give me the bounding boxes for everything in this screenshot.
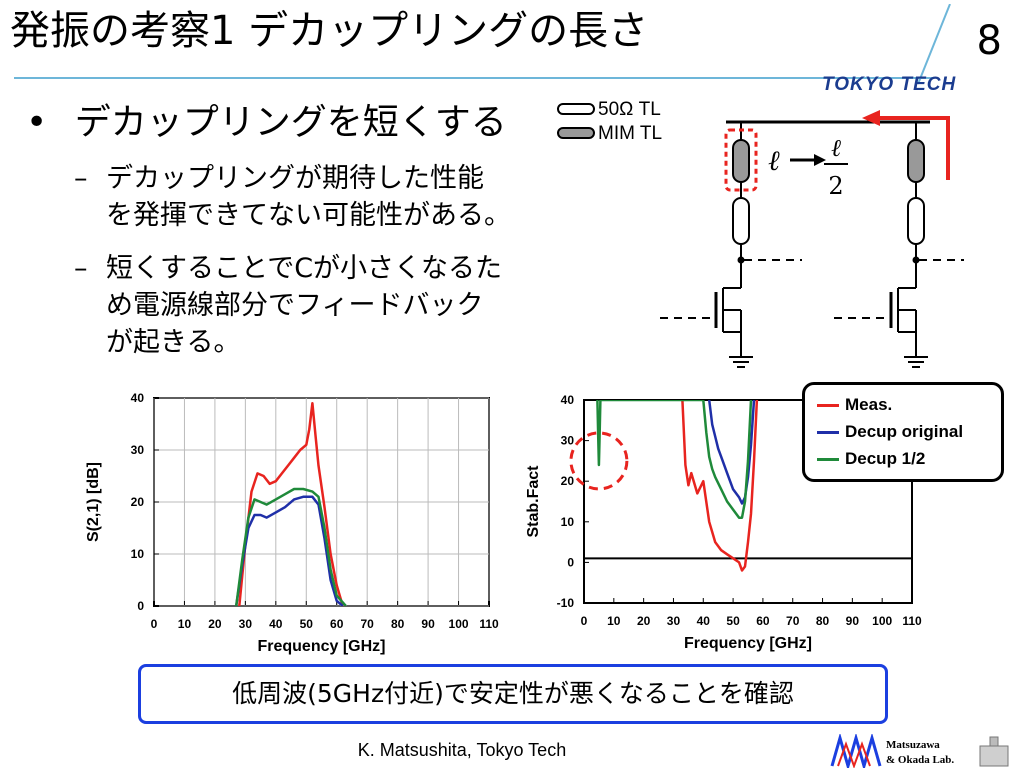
- mim-tl-left: [732, 139, 750, 183]
- feedback-path: [880, 116, 950, 180]
- legend-item-half: Decup 1/2: [817, 447, 925, 471]
- x-tick-label: 60: [756, 614, 770, 628]
- x-tick-label: 110: [902, 614, 922, 628]
- sub-bullet-2: – 短くすることでCが小さくなるた め電源線部分でフィードバック が起きる。: [74, 250, 502, 361]
- y-tick-label: 30: [131, 443, 145, 457]
- fraction-denominator: 2: [828, 172, 843, 200]
- series-line-decup-1-2: [596, 400, 753, 519]
- s21-chart: 0 10 20 30 40 50 60 70 80 90 100 110 0 10 20 30 40 Freque…: [85, 391, 499, 655]
- bullet-marker: •: [26, 102, 48, 143]
- tl-legend-label: 50Ω TL: [598, 99, 661, 120]
- slide-title: 発振の考察1 デカップリングの長さ: [10, 8, 649, 54]
- x-tick-label: 70: [786, 614, 800, 628]
- mim-legend-icon: [557, 127, 595, 139]
- x-tick-label: 80: [391, 617, 405, 631]
- dash-marker: –: [74, 163, 88, 194]
- x-tick-label: 90: [421, 617, 435, 631]
- x-tick-label: 70: [361, 617, 375, 631]
- x-axis-label: Frequency [GHz]: [684, 635, 812, 652]
- legend-item-meas: Meas.: [817, 393, 892, 417]
- x-tick-label: 90: [846, 614, 860, 628]
- legend-item-original: Decup original: [817, 420, 963, 444]
- y-tick-label: 20: [131, 495, 145, 509]
- legend-swatch: [817, 458, 839, 462]
- page-number: 8: [976, 18, 1002, 64]
- x-tick-label: 20: [637, 614, 651, 628]
- y-tick-label: 20: [561, 474, 575, 488]
- series-line-decup-1-2: [234, 487, 347, 606]
- footer-credit: K. Matsushita, Tokyo Tech: [357, 740, 567, 760]
- y-tick-label: 0: [137, 599, 144, 613]
- legend-label: Decup 1/2: [845, 449, 926, 468]
- x-tick-label: 30: [239, 617, 253, 631]
- sub-bullet-2-text: 短くすることでCが小さくなるた め電源線部分でフィードバック が起きる。: [106, 253, 503, 358]
- mim-tl-right: [907, 139, 925, 183]
- bullet-main: • デカップリングを短くする: [26, 93, 507, 145]
- feedback-arrow-icon: [862, 110, 880, 126]
- lab-logo-line1: Matsuzawa: [886, 739, 940, 751]
- y-tick-label: 30: [561, 434, 575, 448]
- x-tick-label: 100: [449, 617, 469, 631]
- x-tick-label: 10: [607, 614, 621, 628]
- series-group: [234, 401, 347, 606]
- lab-logo-line2: & Okada Lab.: [886, 754, 954, 766]
- lab-logo-mark-icon: [830, 734, 882, 768]
- arrow-right-icon: [814, 154, 826, 166]
- mim-legend-label: MIM TL: [598, 123, 662, 144]
- y-tick-label: 40: [561, 393, 575, 407]
- legend-swatch: [817, 404, 839, 408]
- circuit-diagram: 50Ω TL MIM TL ℓ ℓ 2: [557, 99, 964, 368]
- sub-bullet-1: – デカップリングが期待した性能 を発揮できてない可能性がある。: [74, 160, 511, 234]
- dash-marker: –: [74, 253, 88, 284]
- x-tick-label: 10: [178, 617, 192, 631]
- series-line-meas-: [238, 401, 344, 606]
- y-tick-label: -10: [557, 596, 575, 610]
- fraction-numerator: ℓ: [831, 134, 841, 162]
- bullet-main-text: デカップリングを短くする: [74, 102, 507, 143]
- lab-logo: Matsuzawa & Okada Lab.: [830, 734, 1009, 768]
- x-tick-label: 40: [269, 617, 283, 631]
- legend-swatch: [817, 431, 839, 435]
- x-tick-label: 100: [872, 614, 892, 628]
- y-tick-label: 10: [131, 547, 145, 561]
- tl-right: [907, 197, 925, 245]
- tl-left: [732, 197, 750, 245]
- y-axis-label: S(2,1) [dB]: [85, 462, 102, 542]
- x-tick-label: 0: [581, 614, 588, 628]
- conclusion-box: 低周波(5GHz付近)で安定性が悪くなることを確認: [138, 664, 888, 724]
- x-tick-label: 80: [816, 614, 830, 628]
- title-rule: [14, 77, 934, 79]
- building-icon: [979, 745, 1009, 767]
- legend-label: Decup original: [845, 422, 964, 441]
- y-axis-label: Stab.Fact: [525, 465, 542, 538]
- x-tick-label: 20: [208, 617, 222, 631]
- chart-legend: Meas. Decup original Decup 1/2: [802, 382, 1004, 482]
- x-tick-label: 110: [479, 617, 499, 631]
- x-tick-label: 50: [300, 617, 314, 631]
- x-tick-label: 40: [697, 614, 711, 628]
- logo-slash-icon: [917, 4, 951, 85]
- x-tick-label: 60: [330, 617, 344, 631]
- length-symbol: ℓ: [768, 144, 780, 177]
- tokyo-tech-logo: TOKYO TECH: [822, 74, 957, 95]
- tl-legend-icon: [557, 103, 595, 115]
- x-tick-label: 50: [726, 614, 740, 628]
- x-axis-label: Frequency [GHz]: [257, 638, 385, 655]
- series-line-meas-: [681, 400, 759, 572]
- sub-bullet-1-text: デカップリングが期待した性能 を発揮できてない可能性がある。: [106, 163, 511, 231]
- y-tick-label: 40: [131, 391, 145, 405]
- y-tick-label: 10: [561, 515, 575, 529]
- series-group: [596, 400, 759, 572]
- series-line-decup-original: [234, 495, 344, 606]
- y-tick-label: 0: [567, 555, 574, 569]
- x-tick-label: 0: [151, 617, 158, 631]
- legend-label: Meas.: [845, 395, 893, 414]
- highlight-box: [724, 128, 758, 192]
- x-tick-label: 30: [667, 614, 681, 628]
